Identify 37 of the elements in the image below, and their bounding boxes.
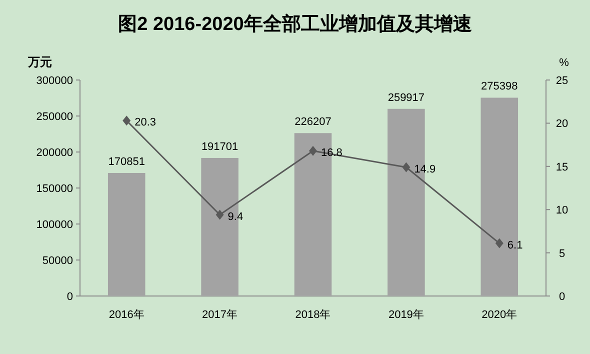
data-label: 170851 [108,156,145,168]
y-tick-label: 100000 [36,219,73,231]
data-label: 226207 [294,116,332,128]
x-tick-label: 2020年 [482,309,518,321]
data-label: 259917 [388,92,425,104]
x-tick-label: 2019年 [388,309,424,321]
point [309,146,317,156]
data-label: 14.9 [414,163,436,176]
point [402,162,410,172]
y-tick-label: 0 [66,291,73,303]
data-label: 191701 [201,140,238,153]
y-axis-title: 万元 [27,55,52,69]
y2-tick-label: 20 [556,118,568,130]
bar [108,172,146,296]
y2-tick-label: 0 [558,291,566,303]
y-tick-label: 250000 [36,111,73,123]
y-tick-label: 300000 [36,75,73,87]
point [495,238,504,248]
y-tick-label: 150000 [36,183,73,195]
data-label: 275398 [481,80,518,93]
y-tick-label: 50000 [42,255,73,267]
y2-tick-label: 15 [556,161,568,174]
point [216,210,224,220]
data-label: 20.3 [134,116,156,129]
y2-tick-label: 25 [556,75,568,87]
x-tick-label: 2017年 [202,309,238,321]
point [122,116,131,126]
x-tick-label: 2016年 [108,309,144,321]
x-tick-label: 2018年 [295,309,331,321]
chart-title: 图2 2016-2020年全部工业增加值及其增速 [118,13,472,35]
data-label: 16.8 [321,146,342,159]
data-label: 9.4 [228,210,244,223]
y-tick-label: 200000 [36,147,73,159]
y2-tick-label: 5 [558,248,566,260]
data-label: 6.1 [507,239,523,252]
y2-tick-label: 10 [556,204,568,217]
y2-axis-title: % [559,57,570,69]
